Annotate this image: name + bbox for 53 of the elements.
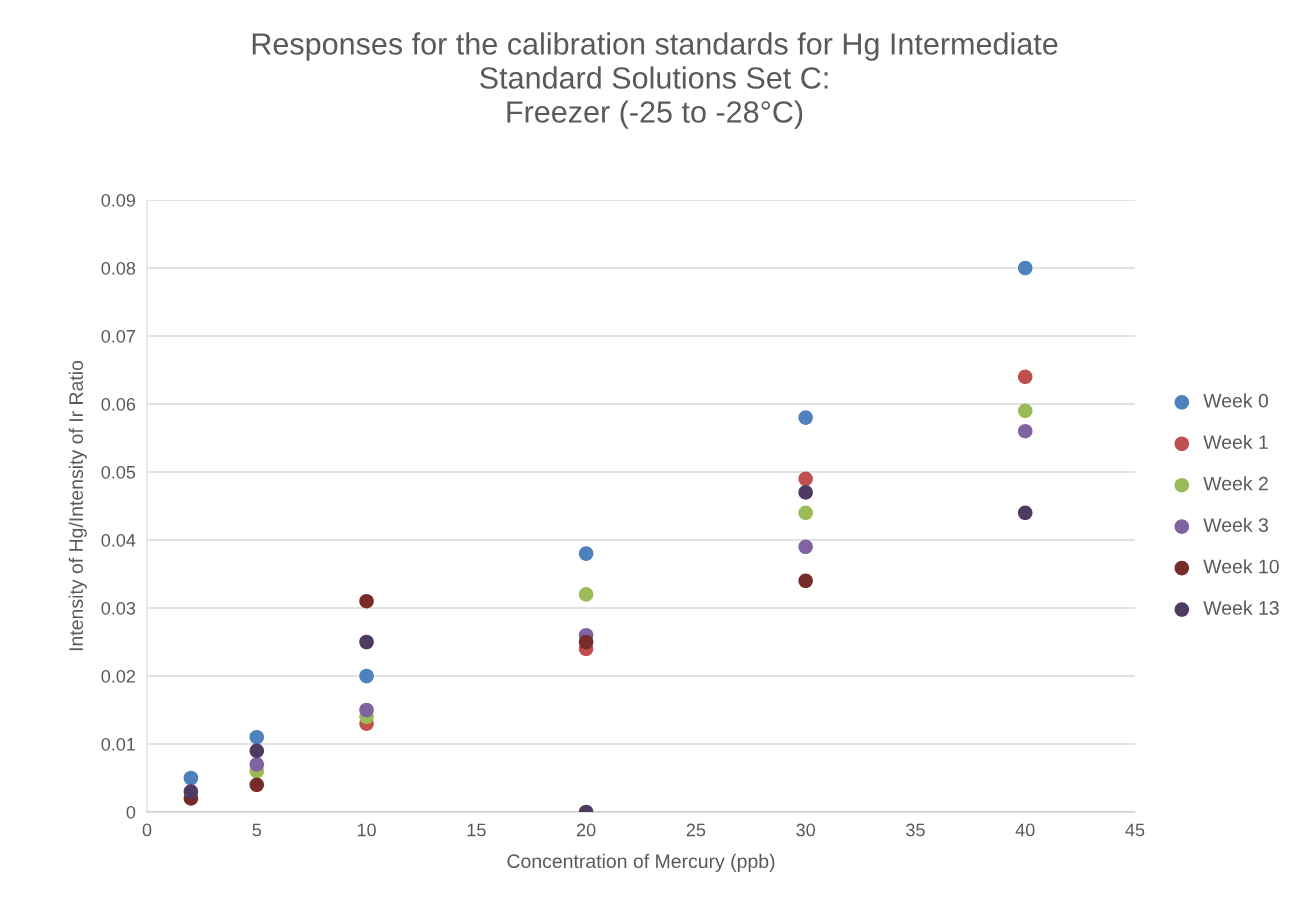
y-tick-label: 0.07 [101,329,135,343]
y-tick-label: 0.09 [101,193,136,207]
point [1017,505,1033,521]
x-tick-label: 0 [142,823,152,837]
legend-label: Week 10 [1203,559,1279,574]
point [798,471,813,487]
y-tick-label: 0.01 [101,737,136,751]
legend-label: Week 2 [1203,476,1268,491]
y-tick-label: 0.05 [101,465,136,479]
point [359,668,374,684]
x-tick-label: 35 [906,823,925,837]
point [798,485,813,500]
x-tick-label: 30 [796,823,815,837]
x-tick-label: 20 [576,823,596,837]
point [1017,369,1033,385]
point [798,539,813,555]
point [798,505,813,521]
point [798,410,813,425]
point [249,777,265,793]
point [798,573,813,589]
x-tick-label: 25 [686,823,706,837]
point [183,784,199,799]
point [359,593,374,609]
x-tick-label: 5 [252,823,262,837]
legend-label: Week 0 [1203,393,1269,408]
y-tick-label: 0.04 [101,533,136,547]
chart-title: Responses for the calibration standards for Hg Intermediate Standard Solutions Set C: Freezer (-25 to -28°C) [252,32,1058,129]
legend-label: Week 1 [1203,434,1268,450]
x-tick-label: 10 [357,823,376,837]
point [578,634,594,650]
point [249,743,265,759]
point [359,702,374,718]
point [1017,423,1033,439]
point [183,770,199,786]
legend-label: Week 13 [1203,600,1279,615]
y-tick-label: 0.02 [101,669,135,683]
point [1017,403,1033,419]
point [1017,260,1033,276]
x-tick-label: 45 [1125,823,1145,837]
x-axis-title: Concentration of Mercury (ppb) [507,853,775,872]
point [249,757,265,772]
point [578,546,594,561]
x-tick-label: 40 [1015,823,1035,837]
y-tick-label: 0 [126,805,136,819]
point [578,587,594,602]
point [359,634,374,650]
y-tick-label: 0.06 [101,397,136,411]
y-tick-label: 0.03 [101,601,136,615]
x-tick-label: 15 [467,823,486,837]
point [249,729,265,745]
y-axis-title: Intensity of Hg/Intensity of Ir Ratio [68,360,87,651]
y-tick-label: 0.08 [101,261,136,275]
legend-label: Week 3 [1203,517,1268,532]
